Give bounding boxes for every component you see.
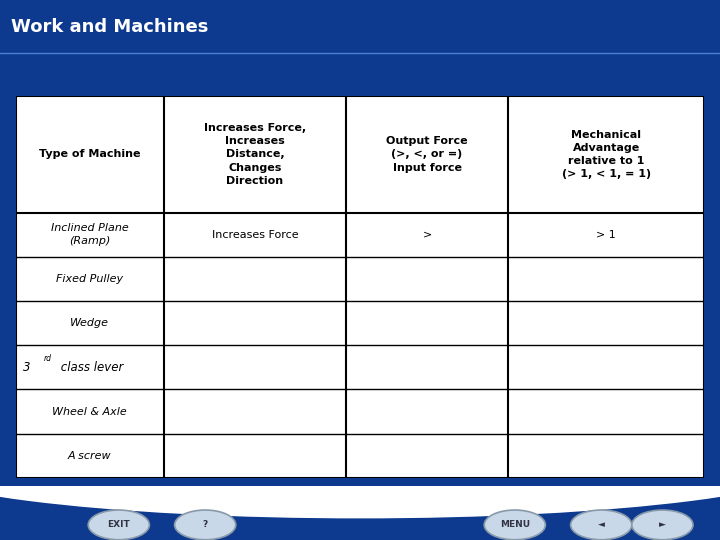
Text: ◄: ◄ (598, 521, 605, 529)
Text: A screw: A screw (68, 451, 112, 461)
Text: Work and Machines: Work and Machines (11, 18, 208, 36)
Ellipse shape (432, 0, 720, 131)
Text: Mechanical
Advantage
relative to 1
(> 1, < 1, = 1): Mechanical Advantage relative to 1 (> 1,… (562, 130, 651, 179)
Text: EXIT: EXIT (107, 521, 130, 529)
Text: >: > (423, 230, 432, 240)
Text: Increases Force,
Increases
Distance,
Changes
Direction: Increases Force, Increases Distance, Cha… (204, 123, 306, 186)
Text: > 1: > 1 (596, 230, 616, 240)
Text: ?: ? (202, 521, 208, 529)
Ellipse shape (0, 400, 720, 518)
Text: class lever: class lever (57, 361, 124, 374)
Text: Inclined Plane
(Ramp): Inclined Plane (Ramp) (51, 224, 129, 246)
Ellipse shape (570, 510, 632, 540)
Text: ►: ► (659, 521, 666, 529)
Ellipse shape (174, 510, 236, 540)
Text: Wedge: Wedge (71, 318, 109, 328)
Ellipse shape (89, 510, 150, 540)
Ellipse shape (484, 510, 546, 540)
Text: rd: rd (43, 354, 51, 363)
Text: 3: 3 (23, 361, 30, 374)
Text: Type of Machine: Type of Machine (39, 150, 140, 159)
Ellipse shape (632, 510, 693, 540)
Ellipse shape (454, 0, 720, 125)
Text: Wheel & Axle: Wheel & Axle (53, 407, 127, 416)
Text: Fixed Pulley: Fixed Pulley (56, 274, 123, 284)
Text: Increases Force: Increases Force (212, 230, 298, 240)
Text: Output Force
(>, <, or =)
Input force: Output Force (>, <, or =) Input force (387, 136, 468, 173)
Text: MENU: MENU (500, 521, 530, 529)
Text: Graphic Organizer Table for Machines: Graphic Organizer Table for Machines (170, 112, 550, 130)
